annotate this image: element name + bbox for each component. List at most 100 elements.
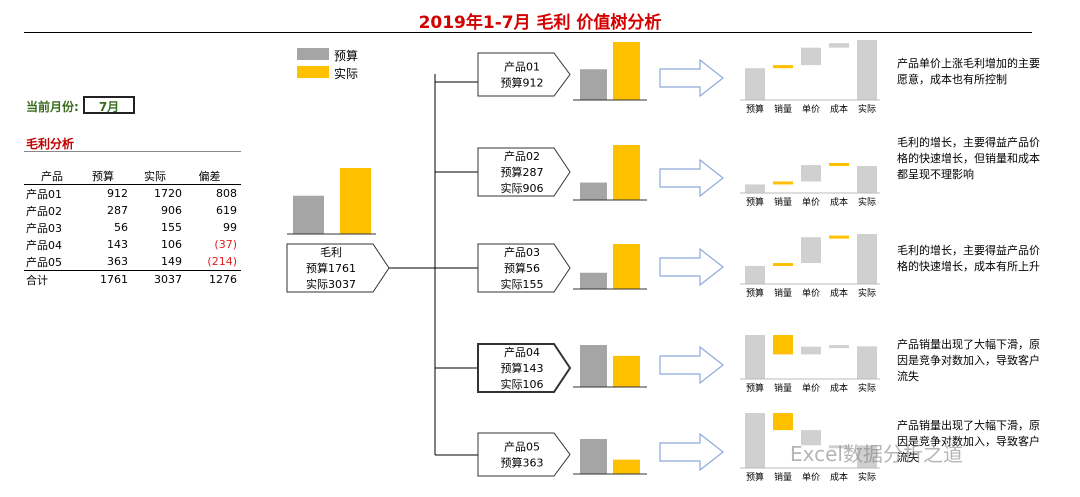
row-budget: 287 — [107, 204, 128, 217]
waterfall-category-label: 单价 — [802, 471, 820, 483]
total-budget: 1761 — [78, 270, 128, 288]
header-actual: 实际 — [128, 168, 182, 185]
waterfall-category-label: 成本 — [830, 287, 848, 299]
product-actual-bar — [613, 42, 640, 100]
current-month-label: 当前月份: — [26, 100, 79, 114]
flow-arrow — [659, 432, 724, 472]
row-actual: 106 — [161, 238, 182, 251]
row-variance: 99 — [223, 221, 237, 234]
row-budget: 912 — [107, 187, 128, 200]
waterfall-category-label: 单价 — [802, 196, 820, 208]
waterfall-bar — [745, 335, 765, 379]
waterfall-bar — [829, 235, 849, 239]
product-actual-bar — [613, 145, 640, 200]
root-actual-bar — [340, 168, 371, 234]
product-budget-bar — [580, 182, 607, 200]
waterfall-bar — [745, 413, 765, 468]
product-node-text-line: 预算143 — [501, 361, 544, 375]
flow-arrow — [659, 58, 724, 98]
product-actual-bar — [613, 355, 640, 387]
product-budget-bar — [580, 439, 607, 474]
row-product: 产品01 — [26, 187, 62, 201]
root-node-box — [286, 243, 390, 293]
waterfall-bar — [801, 430, 821, 446]
product-node-text-line: 产品04 — [504, 345, 540, 359]
waterfall-bar — [857, 166, 877, 193]
waterfall-category-label: 预算 — [746, 471, 764, 483]
root-node-text-line: 预算1761 — [306, 261, 356, 275]
product-node-text-line: 预算912 — [501, 76, 544, 90]
legend-swatch-actual — [297, 66, 329, 78]
waterfall-category-label: 单价 — [802, 103, 820, 115]
product-node-box — [477, 52, 571, 97]
waterfall-category-label: 预算 — [746, 196, 764, 208]
waterfall-bar — [857, 234, 877, 284]
waterfall-bar — [829, 43, 849, 48]
waterfall-bar — [829, 345, 849, 349]
page-title: 2019年1-7月 毛利 价值树分析 — [418, 13, 662, 33]
watermark: Excel数据分析之道 — [790, 442, 963, 466]
table-row: 产品03 56 155 99 — [24, 219, 241, 236]
header-variance: 偏差 — [182, 168, 241, 185]
table-total-row: 合计 1761 3037 1276 — [24, 270, 241, 288]
waterfall-bar — [773, 181, 793, 185]
section-title: 毛利分析 — [26, 137, 75, 151]
product-node-text-line: 实际155 — [501, 277, 544, 291]
waterfall-bar — [801, 165, 821, 182]
waterfall-bar — [801, 346, 821, 355]
row-product: 产品03 — [26, 221, 62, 235]
header-budget: 预算 — [78, 168, 128, 185]
total-actual: 3037 — [128, 270, 182, 288]
row-budget: 56 — [114, 221, 128, 234]
product-node-text-line: 预算56 — [504, 261, 540, 275]
row-product: 产品02 — [26, 204, 62, 218]
waterfall-category-label: 实际 — [858, 103, 876, 115]
waterfall-category-label: 预算 — [746, 287, 764, 299]
waterfall-category-label: 成本 — [830, 471, 848, 483]
waterfall-category-label: 销量 — [774, 196, 792, 208]
product-actual-bar — [613, 459, 640, 474]
legend-label-actual: 实际 — [334, 67, 359, 81]
waterfall-bar — [745, 184, 765, 193]
row-variance: 619 — [216, 204, 237, 217]
flow-arrow — [659, 345, 724, 385]
table-row: 产品05 363 149 (214) — [24, 253, 241, 271]
title-divider — [24, 32, 1032, 33]
waterfall-bar — [773, 65, 793, 69]
waterfall-category-label: 实际 — [858, 382, 876, 394]
waterfall-category-label: 成本 — [830, 382, 848, 394]
legend-swatch-budget — [297, 48, 329, 60]
waterfall-category-label: 预算 — [746, 103, 764, 115]
waterfall-category-label: 实际 — [858, 196, 876, 208]
product-commentary: 毛利的增长，主要得益产品价格的快速增长，但销量和成本都呈现不理影响 — [897, 136, 1040, 181]
product-actual-bar — [613, 244, 640, 289]
product-budget-bar — [580, 272, 607, 289]
header-product: 产品 — [24, 168, 78, 185]
waterfall-category-label: 销量 — [774, 103, 792, 115]
waterfall-bar — [829, 445, 849, 449]
waterfall-bar — [857, 445, 877, 468]
waterfall-category-label: 销量 — [774, 471, 792, 483]
waterfall-category-label: 单价 — [802, 382, 820, 394]
product-node-text-line: 产品05 — [504, 440, 540, 454]
flow-arrow — [659, 158, 724, 198]
waterfall-category-label: 实际 — [858, 471, 876, 483]
product-node-box — [477, 147, 571, 197]
product-node-box — [477, 343, 572, 393]
section-divider — [24, 151, 241, 152]
product-node-text-line: 产品03 — [504, 245, 540, 259]
row-product: 产品04 — [26, 238, 62, 252]
row-budget: 143 — [107, 238, 128, 251]
product-budget-bar — [580, 69, 607, 100]
waterfall-bar — [801, 237, 821, 264]
waterfall-category-label: 实际 — [858, 287, 876, 299]
waterfall-category-label: 成本 — [830, 103, 848, 115]
row-product: 产品05 — [26, 255, 62, 269]
current-month-input[interactable]: 7月 — [83, 96, 135, 114]
waterfall-bar — [745, 265, 765, 284]
waterfall-bar — [857, 346, 877, 379]
total-label: 合计 — [24, 270, 78, 288]
waterfall-bar — [801, 47, 821, 66]
root-node-text-line: 实际3037 — [306, 277, 356, 291]
